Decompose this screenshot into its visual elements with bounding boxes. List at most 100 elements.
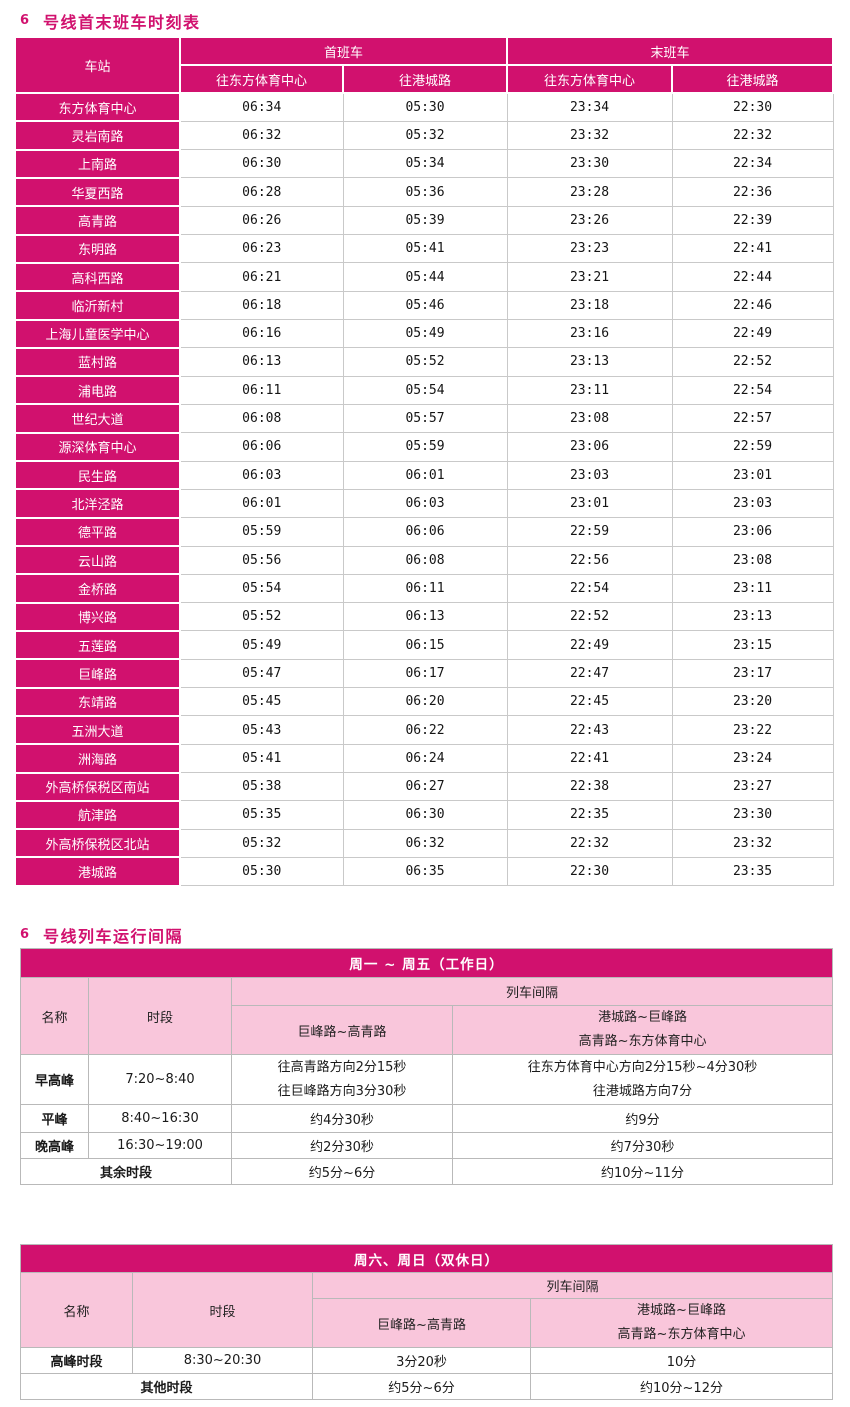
weekday-col-name: 名称 — [20, 976, 89, 1056]
last-train-to-dongfang-cell: 22:43 — [506, 715, 673, 745]
weekday-col-time: 时段 — [88, 976, 232, 1056]
table-row: 浦电路 06:11 05:54 23:11 22:54 — [14, 375, 834, 406]
last-train-to-gangcheng-cell: 23:32 — [671, 828, 834, 858]
last-train-to-dongfang-cell: 23:26 — [506, 205, 673, 236]
last-train-to-gangcheng-cell: 22:54 — [671, 375, 834, 405]
table-row: 德平路 05:59 06:06 22:59 23:06 — [14, 516, 834, 548]
first-train-to-gangcheng-cell: 06:06 — [342, 517, 508, 547]
first-train-to-gangcheng-cell: 06:20 — [342, 687, 508, 717]
last-train-to-dongfang-cell: 23:30 — [506, 149, 673, 179]
table-row: 北洋泾路 06:01 06:03 23:01 23:03 — [14, 488, 834, 519]
last-train-to-dongfang-cell: 23:03 — [506, 460, 673, 490]
table-row: 港城路 05:30 06:35 22:30 23:35 — [14, 856, 834, 887]
weekend-col-time: 时段 — [132, 1271, 313, 1349]
weekday-row1-interval-a: 往高青路方向2分15秒 往巨峰路方向3分30秒 — [231, 1054, 453, 1106]
weekday-row4-name: 其余时段 — [20, 1158, 232, 1186]
first-train-to-dongfang-cell: 06:06 — [179, 432, 344, 462]
timetable-title-text: 号线首末班车时刻表 — [43, 12, 201, 32]
first-train-to-dongfang-cell: 06:11 — [179, 375, 344, 405]
weekday-col-interval: 列车间隔 — [230, 977, 834, 1006]
first-train-to-gangcheng-cell: 06:17 — [342, 658, 508, 689]
first-train-to-dongfang-cell: 05:59 — [179, 517, 344, 547]
last-train-to-dongfang-cell: 23:11 — [506, 375, 673, 405]
first-train-to-dongfang-cell: 06:23 — [179, 234, 344, 264]
weekday-row1-interval-b-line1: 往东方体育中心方向2分15秒~4分30秒 — [527, 1059, 758, 1075]
table-row: 航津路 05:35 06:30 22:35 23:30 — [14, 799, 834, 831]
weekday-segment-b-line2: 高青路~东方体育中心 — [578, 1034, 707, 1050]
weekday-row1-interval-a-line2: 往巨峰路方向3分30秒 — [277, 1083, 407, 1099]
last-train-to-dongfang-cell: 22:54 — [506, 573, 673, 604]
station-name-cell: 港城路 — [14, 856, 181, 887]
first-train-to-dongfang-cell: 05:41 — [179, 743, 344, 774]
weekday-row2-interval-a: 约4分30秒 — [231, 1104, 453, 1134]
col-header-first-train: 首班车 — [178, 36, 509, 66]
last-train-to-gangcheng-cell: 22:49 — [671, 318, 834, 349]
station-name-cell: 洲海路 — [14, 743, 181, 774]
station-name-cell: 金桥路 — [14, 573, 181, 604]
table-row: 源深体育中心 06:06 05:59 23:06 22:59 — [14, 431, 834, 463]
last-train-to-dongfang-cell: 23:23 — [506, 234, 673, 264]
last-train-to-gangcheng-cell: 22:32 — [671, 120, 834, 151]
first-train-to-gangcheng-cell: 06:13 — [342, 602, 508, 632]
weekend-col-name: 名称 — [20, 1271, 133, 1349]
weekend-interval-table: 周六、周日（双休日） 名称 时段 列车间隔 巨峰路~高青路 港城路~巨峰路 高青… — [20, 1244, 833, 1401]
table-row: 灵岩南路 06:32 05:32 23:32 22:32 — [14, 120, 834, 151]
weekend-row1-interval-b: 10分 — [530, 1347, 833, 1375]
first-last-train-table: 车站 首班车 末班车 往东方体育中心 往港城路 往东方体育中心 往港城路 东方体… — [14, 36, 835, 887]
last-train-to-dongfang-cell: 23:16 — [506, 318, 673, 349]
first-train-to-dongfang-cell: 05:54 — [179, 573, 344, 604]
last-train-to-dongfang-cell: 22:35 — [506, 800, 673, 830]
last-train-to-dongfang-cell: 23:21 — [506, 262, 673, 292]
table-row: 民生路 06:03 06:01 23:03 23:01 — [14, 460, 834, 491]
weekday-row1-name: 早高峰 — [20, 1054, 89, 1106]
weekday-row4-interval-a: 约5分~6分 — [231, 1158, 453, 1186]
table-row: 世纪大道 06:08 05:57 23:08 22:57 — [14, 403, 834, 434]
last-train-to-gangcheng-cell: 22:39 — [671, 205, 834, 236]
station-name-cell: 浦电路 — [14, 375, 181, 406]
table-row: 洲海路 05:41 06:24 22:41 23:24 — [14, 743, 834, 774]
timetable-section-title: 6 号线首末班车时刻表 — [10, 8, 442, 33]
first-train-to-dongfang-cell: 06:18 — [179, 290, 344, 321]
station-name-cell: 高科西路 — [14, 261, 181, 293]
first-train-to-dongfang-cell: 06:03 — [179, 460, 344, 490]
station-name-cell: 五洲大道 — [14, 714, 181, 746]
table-row: 东靖路 05:45 06:20 22:45 23:20 — [14, 686, 834, 717]
first-train-to-gangcheng-cell: 06:22 — [342, 715, 508, 745]
table-row: 巨峰路 05:47 06:17 22:47 23:17 — [14, 658, 834, 689]
station-name-cell: 东靖路 — [14, 686, 181, 717]
last-train-to-gangcheng-cell: 23:24 — [671, 743, 834, 774]
weekday-row3-name: 晚高峰 — [20, 1132, 89, 1160]
first-train-to-gangcheng-cell: 05:30 — [342, 92, 508, 122]
first-train-to-dongfang-cell: 06:34 — [179, 92, 344, 122]
last-train-to-gangcheng-cell: 22:59 — [671, 432, 834, 462]
station-name-cell: 巨峰路 — [14, 658, 181, 689]
first-train-to-gangcheng-cell: 05:36 — [342, 177, 508, 207]
first-train-to-dongfang-cell: 06:28 — [179, 177, 344, 207]
last-train-to-dongfang-cell: 22:47 — [506, 658, 673, 689]
station-name-cell: 博兴路 — [14, 601, 181, 632]
line-6-badge: 6 — [15, 925, 34, 944]
station-name-cell: 上海儿童医学中心 — [14, 318, 181, 349]
station-name-cell: 五莲路 — [14, 629, 181, 661]
station-name-cell: 华夏西路 — [14, 176, 181, 208]
last-train-to-gangcheng-cell: 23:01 — [671, 460, 834, 490]
weekday-segment-b-line1: 港城路~巨峰路 — [598, 1010, 687, 1025]
first-train-to-dongfang-cell: 05:45 — [179, 687, 344, 717]
station-name-cell: 云山路 — [14, 544, 181, 576]
last-train-to-dongfang-cell: 22:52 — [506, 602, 673, 632]
station-name-cell: 蓝村路 — [14, 346, 181, 378]
first-train-to-gangcheng-cell: 05:46 — [342, 290, 508, 321]
weekend-segment-b-header: 港城路~巨峰路 高青路~东方体育中心 — [530, 1297, 833, 1349]
last-train-to-gangcheng-cell: 22:30 — [671, 92, 834, 122]
first-train-to-gangcheng-cell: 06:03 — [342, 488, 508, 519]
weekday-row2-time: 8:40~16:30 — [88, 1104, 232, 1134]
table-row: 华夏西路 06:28 05:36 23:28 22:36 — [14, 176, 834, 208]
table-row: 高青路 06:26 05:39 23:26 22:39 — [14, 205, 834, 236]
last-train-to-gangcheng-cell: 22:34 — [671, 149, 834, 179]
line-6-badge: 6 — [15, 11, 34, 30]
weekend-col-interval: 列车间隔 — [312, 1272, 833, 1299]
first-train-to-dongfang-cell: 05:49 — [179, 630, 344, 660]
last-train-to-gangcheng-cell: 23:27 — [671, 771, 834, 802]
last-train-to-dongfang-cell: 22:41 — [506, 743, 673, 774]
first-train-to-gangcheng-cell: 05:39 — [342, 205, 508, 236]
